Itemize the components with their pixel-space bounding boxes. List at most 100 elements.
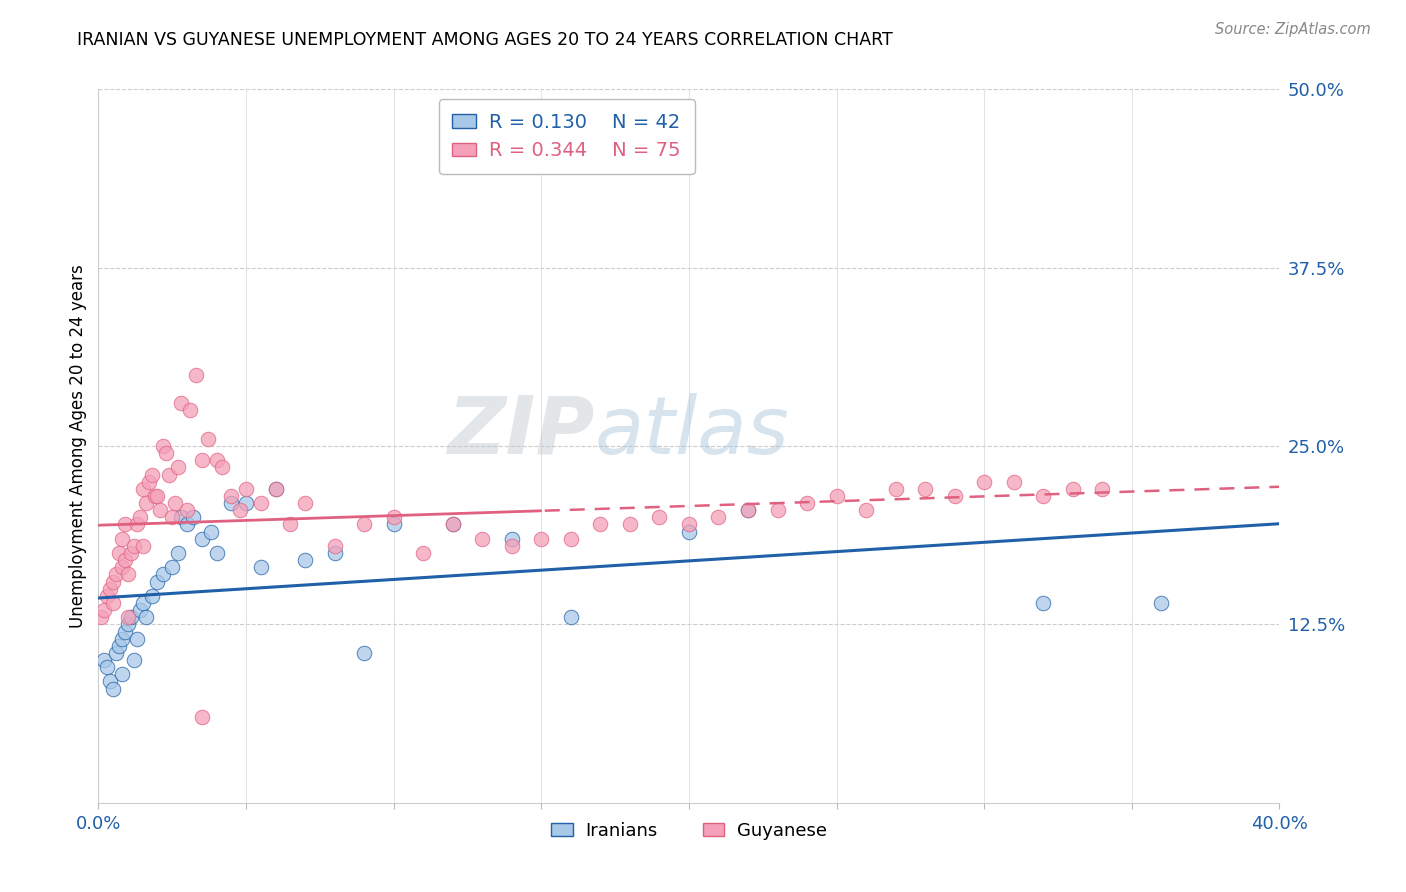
Point (560, 610, 582, 624)
Point (943, 489, 966, 503)
Point (221, 496, 243, 510)
Point (103, 596, 125, 610)
Point (167, 460, 190, 475)
Point (117, 617, 139, 632)
Point (648, 510, 671, 524)
Point (170, 396, 193, 410)
Point (280, 517, 302, 532)
Point (471, 532, 494, 546)
Point (205, 546, 228, 560)
Point (796, 496, 818, 510)
Point (235, 482, 257, 496)
Point (737, 503, 759, 517)
Point (221, 489, 243, 503)
Legend: Iranians, Guyanese: Iranians, Guyanese (544, 815, 834, 847)
Text: ZIP: ZIP (447, 392, 595, 471)
Point (152, 567, 174, 582)
Point (128, 603, 150, 617)
Point (111, 667, 134, 681)
Point (155, 446, 177, 460)
Point (250, 496, 273, 510)
Point (250, 560, 273, 574)
Point (382, 517, 405, 532)
Point (108, 546, 131, 560)
Point (825, 489, 848, 503)
Point (138, 475, 160, 489)
Point (176, 517, 198, 532)
Point (179, 403, 201, 417)
Point (120, 610, 142, 624)
Point (1002, 475, 1025, 489)
Point (412, 546, 434, 560)
Point (1150, 596, 1173, 610)
Point (353, 517, 375, 532)
Point (501, 539, 523, 553)
Point (165, 496, 187, 510)
Point (152, 439, 174, 453)
Point (191, 532, 214, 546)
Point (125, 517, 148, 532)
Point (105, 646, 128, 660)
Point (111, 632, 134, 646)
Point (162, 510, 183, 524)
Y-axis label: Unemployment Among Ages 20 to 24 years: Unemployment Among Ages 20 to 24 years (69, 264, 87, 628)
Point (560, 532, 582, 546)
Point (96, 660, 118, 674)
Point (678, 517, 700, 532)
Point (117, 567, 139, 582)
Point (125, 632, 148, 646)
Point (914, 482, 936, 496)
Point (93, 603, 115, 617)
Point (200, 524, 222, 539)
Point (264, 482, 287, 496)
Point (1032, 596, 1054, 610)
Point (191, 453, 214, 467)
Point (120, 546, 142, 560)
Point (589, 517, 612, 532)
Point (162, 560, 183, 574)
Point (114, 517, 136, 532)
Point (294, 496, 316, 510)
Point (353, 646, 375, 660)
Point (766, 503, 789, 517)
Point (197, 432, 219, 446)
Point (501, 532, 523, 546)
Point (211, 460, 233, 475)
Point (103, 574, 125, 589)
Point (1091, 482, 1114, 496)
Point (323, 539, 346, 553)
Point (114, 624, 136, 639)
Point (146, 574, 169, 589)
Point (135, 610, 157, 624)
Point (678, 524, 700, 539)
Point (93, 653, 115, 667)
Point (122, 539, 145, 553)
Point (264, 482, 287, 496)
Point (441, 517, 464, 532)
Point (111, 532, 134, 546)
Point (122, 653, 145, 667)
Point (132, 482, 155, 496)
Point (973, 475, 995, 489)
Point (170, 510, 193, 524)
Point (530, 532, 553, 546)
Point (235, 496, 257, 510)
Point (105, 567, 128, 582)
Point (707, 510, 730, 524)
Point (143, 489, 166, 503)
Point (149, 503, 172, 517)
Point (323, 546, 346, 560)
Point (167, 546, 190, 560)
Point (141, 467, 163, 482)
Point (146, 489, 169, 503)
Point (108, 639, 131, 653)
Point (184, 368, 207, 382)
Text: atlas: atlas (595, 392, 789, 471)
Point (117, 610, 139, 624)
Point (128, 510, 150, 524)
Point (441, 517, 464, 532)
Point (157, 467, 180, 482)
Text: IRANIAN VS GUYANESE UNEMPLOYMENT AMONG AGES 20 TO 24 YEARS CORRELATION CHART: IRANIAN VS GUYANESE UNEMPLOYMENT AMONG A… (77, 31, 893, 49)
Text: Source: ZipAtlas.com: Source: ZipAtlas.com (1215, 22, 1371, 37)
Point (619, 517, 641, 532)
